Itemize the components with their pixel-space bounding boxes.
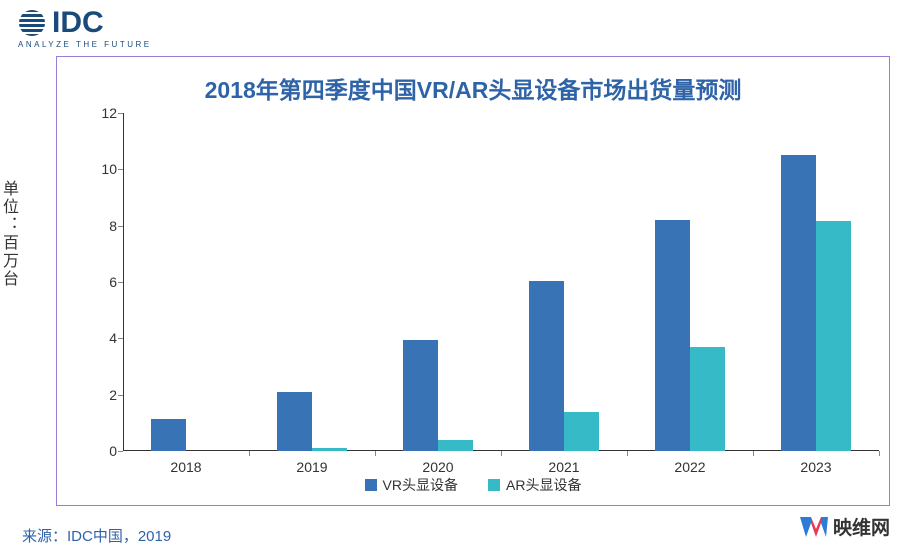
idc-logo: IDC ANALYZE THE FUTURE xyxy=(18,8,152,49)
bar xyxy=(690,347,725,451)
y-axis-line xyxy=(123,113,124,451)
x-tick-mark xyxy=(501,451,502,456)
legend-item: AR头显设备 xyxy=(488,475,581,495)
x-tick-mark xyxy=(753,451,754,456)
idc-brand-text: IDC xyxy=(52,8,104,38)
legend-swatch xyxy=(365,479,377,491)
bar xyxy=(312,448,347,451)
watermark-text: 映维网 xyxy=(833,513,890,540)
chart-title: 2018年第四季度中国VR/AR头显设备市场出货量预测 xyxy=(57,71,889,105)
x-tick-mark xyxy=(627,451,628,456)
y-tick-label: 4 xyxy=(89,330,117,346)
x-tick-mark xyxy=(375,451,376,456)
source-text: 来源：IDC中国，2019 xyxy=(22,525,171,546)
legend-swatch xyxy=(488,479,500,491)
y-tick-mark xyxy=(118,226,123,227)
bar xyxy=(438,440,473,451)
x-tick-label: 2018 xyxy=(170,459,201,475)
x-tick-label: 2023 xyxy=(800,459,831,475)
y-tick-label: 8 xyxy=(89,218,117,234)
y-tick-mark xyxy=(118,338,123,339)
x-tick-mark xyxy=(879,451,880,456)
y-tick-label: 10 xyxy=(89,161,117,177)
legend-label: AR头显设备 xyxy=(506,475,581,495)
y-tick-label: 0 xyxy=(89,443,117,459)
x-tick-label: 2019 xyxy=(296,459,327,475)
bar xyxy=(529,281,564,451)
bar xyxy=(564,412,599,451)
legend-item: VR头显设备 xyxy=(365,475,458,495)
watermark-icon xyxy=(799,515,829,539)
x-tick-label: 2021 xyxy=(548,459,579,475)
y-tick-mark xyxy=(118,451,123,452)
bar xyxy=(816,221,851,451)
y-tick-label: 12 xyxy=(89,105,117,121)
x-tick-mark xyxy=(249,451,250,456)
y-tick-label: 6 xyxy=(89,274,117,290)
y-tick-label: 2 xyxy=(89,387,117,403)
bar xyxy=(277,392,312,451)
y-axis-title: 单位：百万台 xyxy=(0,180,20,288)
chart-frame: 2018年第四季度中国VR/AR头显设备市场出货量预测 024681012201… xyxy=(56,56,890,506)
y-tick-mark xyxy=(118,282,123,283)
legend-label: VR头显设备 xyxy=(383,475,458,495)
x-tick-label: 2020 xyxy=(422,459,453,475)
y-tick-mark xyxy=(118,113,123,114)
idc-globe-icon xyxy=(18,9,46,37)
bar xyxy=(655,220,690,451)
bar xyxy=(781,155,816,451)
idc-tagline: ANALYZE THE FUTURE xyxy=(18,40,152,49)
y-tick-mark xyxy=(118,169,123,170)
legend: VR头显设备 AR头显设备 xyxy=(57,475,889,495)
y-tick-mark xyxy=(118,395,123,396)
bar xyxy=(403,340,438,451)
idc-brand: IDC xyxy=(18,8,152,38)
plot-area: 024681012201820192020202120222023 xyxy=(123,113,879,451)
x-tick-label: 2022 xyxy=(674,459,705,475)
bar xyxy=(151,419,186,451)
watermark: 映维网 xyxy=(799,513,890,540)
